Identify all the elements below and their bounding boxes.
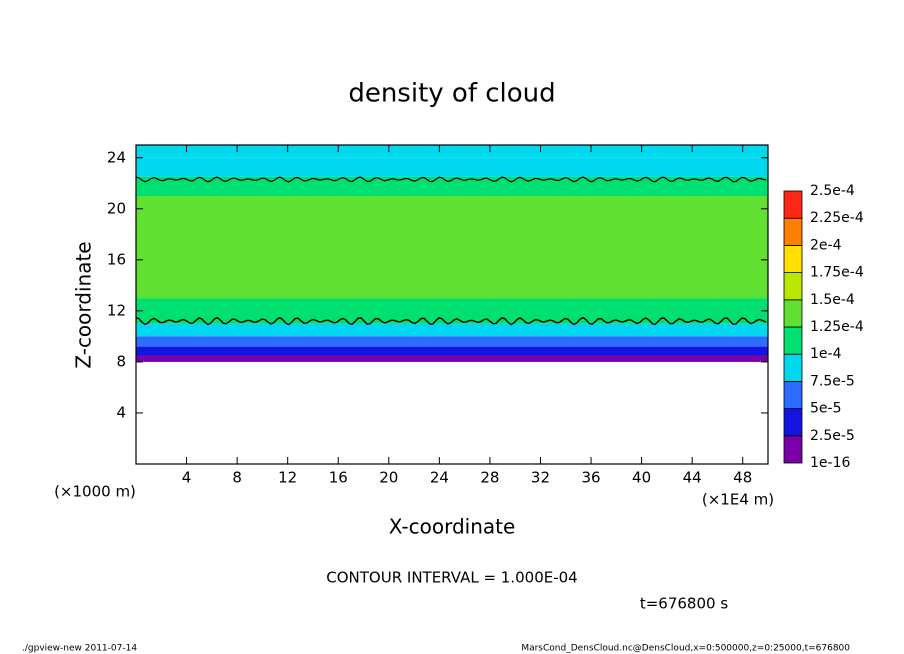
colorbar-swatch bbox=[783, 380, 803, 409]
y-tick-label: 24 bbox=[107, 148, 126, 166]
colorbar-swatch bbox=[783, 435, 803, 464]
colorbar-label: 1.75e-4 bbox=[810, 265, 864, 281]
y-tick-label: 8 bbox=[116, 352, 126, 370]
y-tick-label: 20 bbox=[107, 199, 126, 217]
x-unit: (×1E4 m) bbox=[702, 491, 774, 509]
colorbar-label: 2.5e-5 bbox=[810, 428, 855, 444]
field-band bbox=[136, 323, 768, 337]
footer-right: MarsCond_DensCloud.nc@DensCloud,x=0:5000… bbox=[521, 644, 850, 654]
x-tick-label: 48 bbox=[733, 469, 752, 487]
colorbar-swatch bbox=[783, 190, 803, 219]
field-band bbox=[136, 196, 768, 299]
colorbar-label: 1.5e-4 bbox=[810, 292, 855, 308]
colorbar-swatch bbox=[783, 244, 803, 273]
footer-left: ./gpview-new 2011-07-14 bbox=[22, 644, 137, 654]
x-tick-label: 44 bbox=[683, 469, 702, 487]
time-label: t=676800 s bbox=[640, 595, 728, 613]
x-axis-label: X-coordinate bbox=[389, 515, 516, 539]
colorbar-label: 1e-16 bbox=[810, 455, 850, 471]
y-unit: (×1000 m) bbox=[54, 483, 136, 501]
y-axis-label: Z-coordinate bbox=[72, 241, 96, 368]
x-tick-label: 12 bbox=[278, 469, 297, 487]
colorbar-swatch bbox=[783, 217, 803, 246]
colorbar-swatch bbox=[783, 299, 803, 328]
colorbar-swatch bbox=[783, 326, 803, 355]
contour-interval: CONTOUR INTERVAL = 1.000E-04 bbox=[326, 569, 577, 587]
y-tick-label: 16 bbox=[107, 250, 126, 268]
x-tick-label: 36 bbox=[581, 469, 600, 487]
plot-frame bbox=[135, 144, 769, 465]
field-band bbox=[136, 346, 768, 356]
x-tick-label: 28 bbox=[480, 469, 499, 487]
contour-line bbox=[135, 176, 767, 183]
field-band bbox=[136, 176, 768, 197]
colorbar-label: 2e-4 bbox=[810, 237, 842, 253]
colorbar-label: 1.25e-4 bbox=[810, 319, 864, 335]
colorbar-swatch bbox=[783, 408, 803, 437]
field-band bbox=[136, 145, 768, 158]
x-tick-label: 32 bbox=[531, 469, 550, 487]
chart-title: density of cloud bbox=[348, 79, 555, 109]
colorbar-swatch bbox=[783, 353, 803, 382]
colorbar-label: 2.5e-4 bbox=[810, 183, 855, 199]
colorbar-label: 5e-5 bbox=[810, 401, 841, 417]
y-tick-label: 4 bbox=[116, 403, 126, 421]
colorbar-label: 2.25e-4 bbox=[810, 210, 864, 226]
x-tick-label: 24 bbox=[430, 469, 449, 487]
x-tick-label: 40 bbox=[632, 469, 651, 487]
colorbar-label: 7.5e-5 bbox=[810, 373, 855, 389]
field-band bbox=[136, 355, 768, 362]
colorbar-label: 1e-4 bbox=[810, 346, 842, 362]
y-tick-label: 12 bbox=[107, 301, 126, 319]
contour-line bbox=[135, 316, 767, 326]
x-tick-label: 16 bbox=[329, 469, 348, 487]
x-tick-label: 20 bbox=[379, 469, 398, 487]
x-tick-label: 8 bbox=[232, 469, 242, 487]
x-tick-label: 4 bbox=[182, 469, 192, 487]
colorbar-swatch bbox=[783, 272, 803, 301]
field-band bbox=[136, 157, 768, 177]
field-band bbox=[136, 336, 768, 347]
field-band bbox=[136, 298, 768, 324]
